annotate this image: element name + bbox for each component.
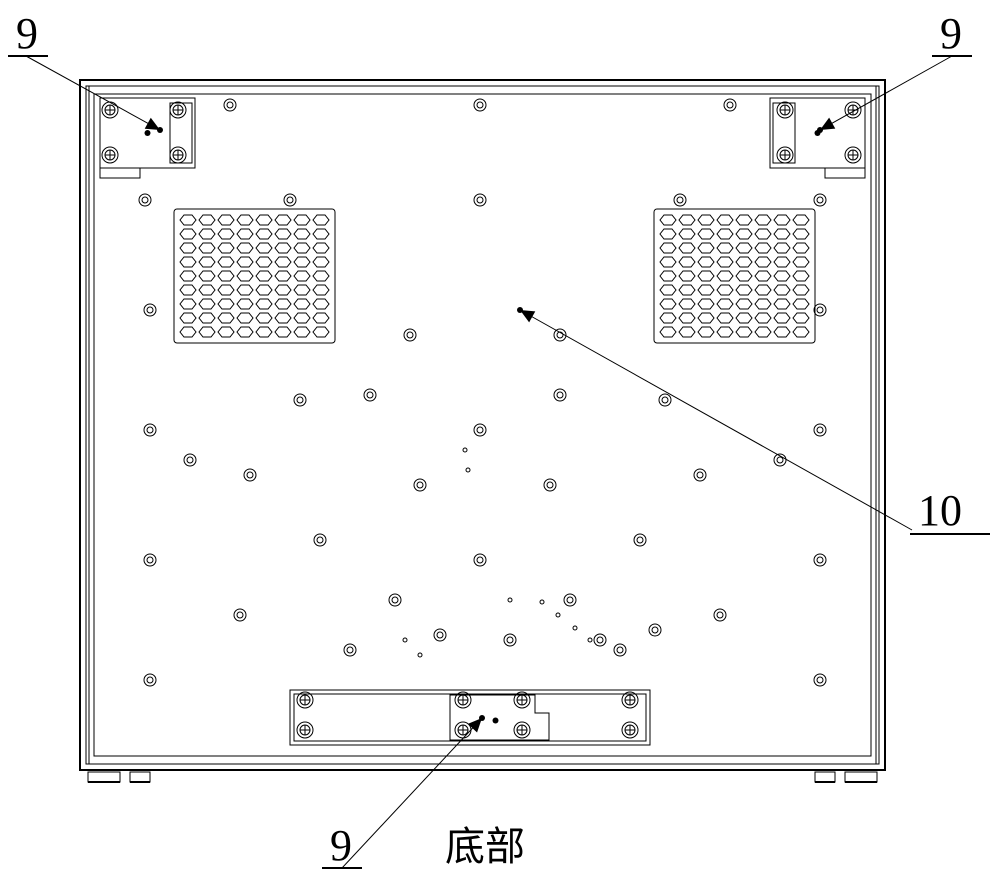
caption-bottom: 底部 xyxy=(445,824,525,869)
callout-label-9-b: 9 xyxy=(330,821,352,870)
callout-label-9-tr: 9 xyxy=(940,9,962,58)
callout-label-9-tl: 9 xyxy=(16,9,38,58)
callout-label-10: 10 xyxy=(918,486,962,535)
